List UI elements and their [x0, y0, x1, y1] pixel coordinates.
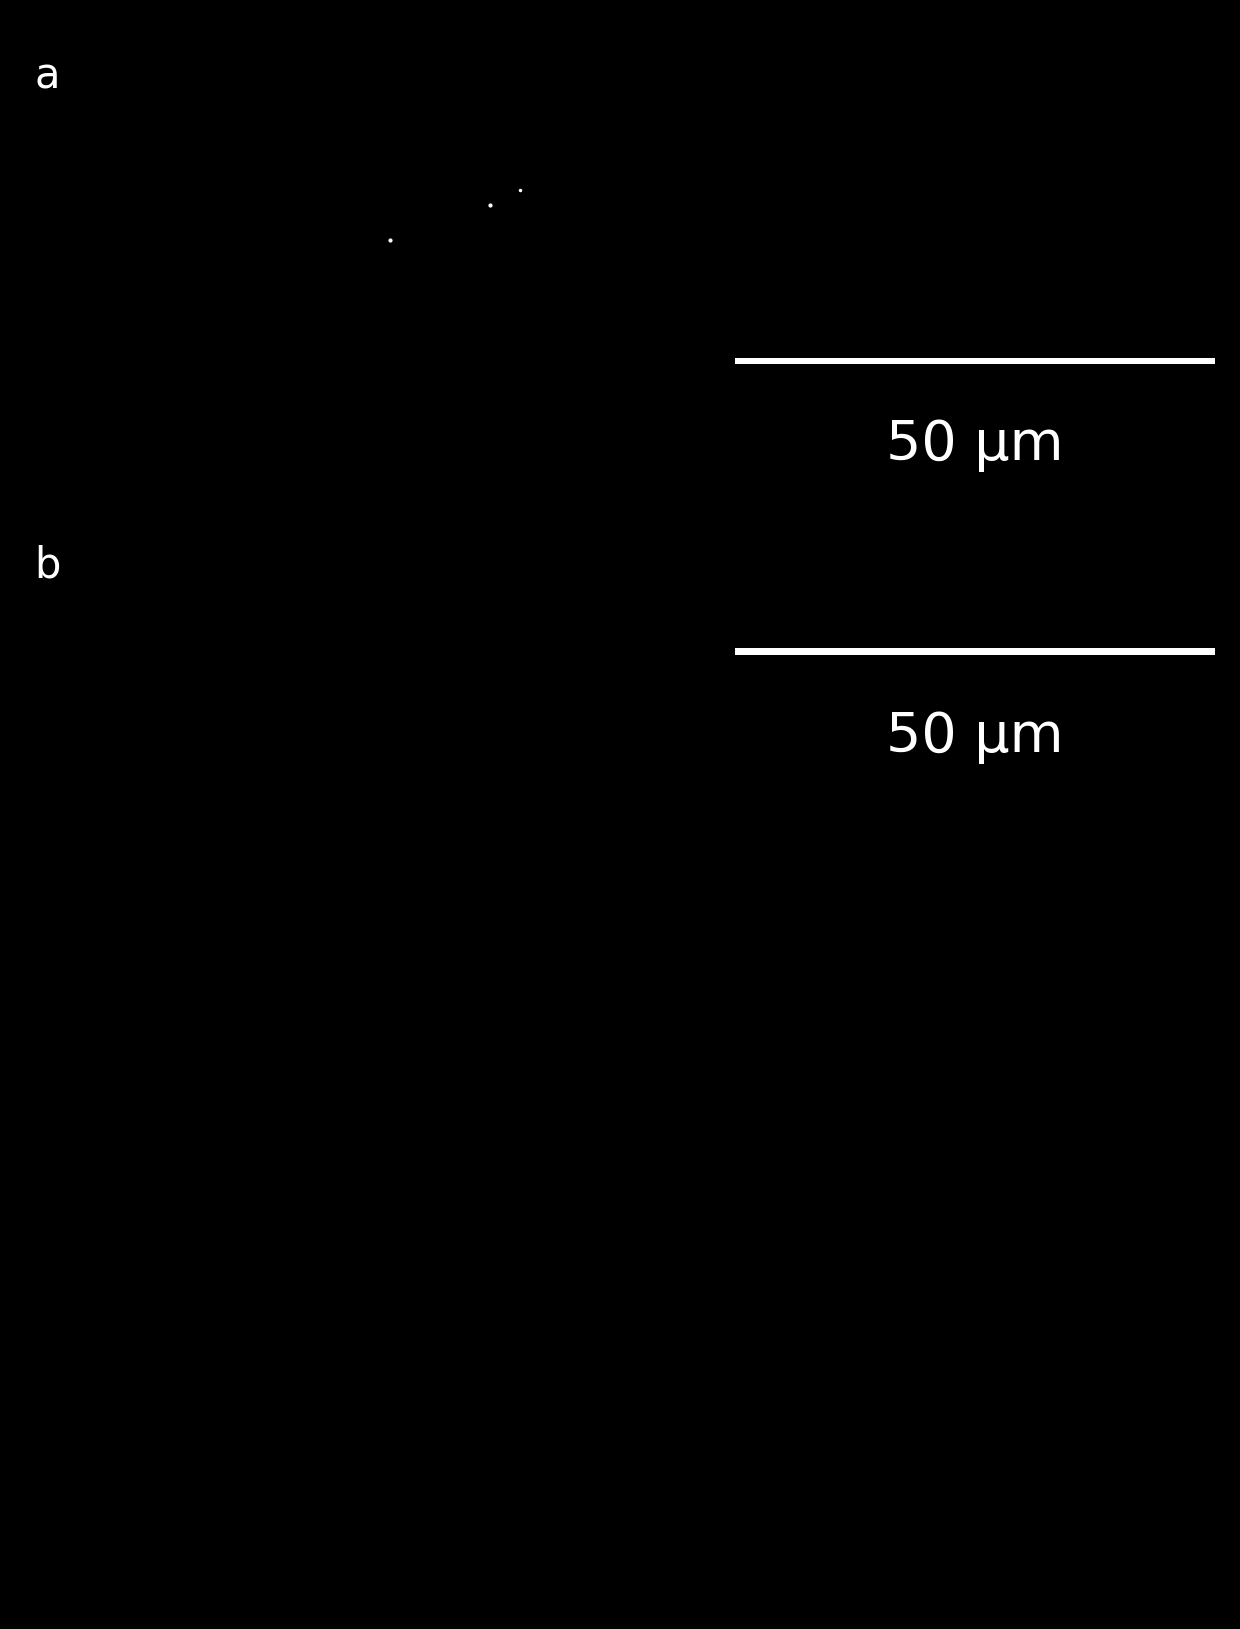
Bar	[735, 648, 1215, 655]
Text: a: a	[35, 55, 61, 98]
Text: 50 μm: 50 μm	[887, 419, 1064, 472]
Bar	[735, 358, 1215, 363]
Text: 50 μm: 50 μm	[887, 710, 1064, 764]
Text: b: b	[35, 546, 61, 586]
